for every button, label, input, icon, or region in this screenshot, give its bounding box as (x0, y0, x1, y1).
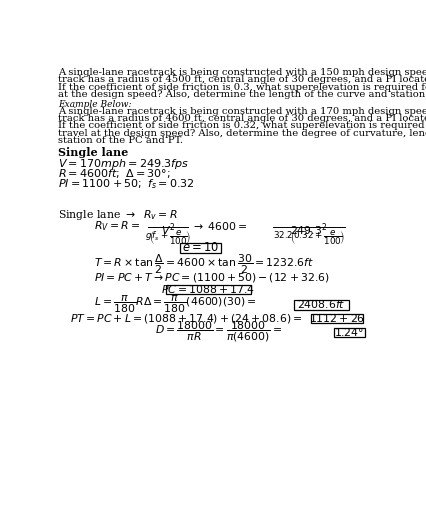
Text: travel at the design speed? Also, determine the degree of curvature, length of t: travel at the design speed? Also, determ… (58, 129, 426, 138)
Text: station of the PC and PT.: station of the PC and PT. (58, 136, 183, 145)
Text: $1.24°$: $1.24°$ (334, 326, 364, 338)
Text: track has a radius of 4600 ft, central angle of 30 degrees, and a PI located at : track has a radius of 4600 ft, central a… (58, 114, 426, 123)
Text: track has a radius of 4500 ft, central angle of 30 degrees, and a PI located at : track has a radius of 4500 ft, central a… (58, 75, 426, 85)
Text: A single-lane racetrack is being constructed with a 170 mph design speed. A curv: A single-lane racetrack is being constru… (58, 107, 426, 116)
Text: $e = 10$: $e = 10$ (182, 241, 219, 254)
Text: $R = 4600ft;\ \Delta= 30°;$: $R = 4600ft;\ \Delta= 30°;$ (58, 167, 171, 180)
Text: $PI = 1100 + 50;\ f_s = 0.32$: $PI = 1100 + 50;\ f_s = 0.32$ (58, 177, 195, 191)
Text: A single-lane racetrack is being constructed with a 150 mph design speed. A curv: A single-lane racetrack is being constru… (58, 68, 426, 77)
Text: If the coefficient of side friction is 0.32, what superelevation is required for: If the coefficient of side friction is 0… (58, 121, 426, 130)
Text: $D = \dfrac{18000}{\pi R} = \dfrac{18000}{\pi(4600)} =$: $D = \dfrac{18000}{\pi R} = \dfrac{18000… (155, 320, 282, 344)
Text: $PT = PC + L = (1088 + 17.4) + (24 + 08.6) =$: $PT = PC + L = (1088 + 17.4) + (24 + 08.… (70, 312, 303, 324)
Text: If the coefficient of side friction is 0.3, what superelevation is required for : If the coefficient of side friction is 0… (58, 83, 426, 92)
Text: $V^2$: $V^2$ (161, 221, 175, 237)
Text: $32.2\!\left(\!0.32+\dfrac{e}{100}\!\right)$: $32.2\!\left(\!0.32+\dfrac{e}{100}\!\rig… (273, 228, 345, 247)
Text: $\rightarrow\ 4600 =$: $\rightarrow\ 4600 =$ (191, 220, 248, 232)
Text: $PC = 1088 + 17.4$: $PC = 1088 + 17.4$ (161, 283, 255, 295)
Text: Example Below:: Example Below: (58, 100, 131, 109)
Text: $g\!\left(\!f_s+\dfrac{e}{100}\!\right)$: $g\!\left(\!f_s+\dfrac{e}{100}\!\right)$ (145, 228, 191, 247)
Text: $T = R \times \tan\dfrac{\Delta}{2} = 4600 \times \tan\dfrac{30}{2} = 1232.6ft$: $T = R \times \tan\dfrac{\Delta}{2} = 46… (94, 253, 314, 276)
Bar (294, 300, 348, 310)
Text: Single lane: Single lane (58, 147, 128, 158)
Bar (334, 328, 365, 337)
Text: $249.3^2$: $249.3^2$ (291, 221, 328, 237)
Bar (180, 243, 221, 253)
Text: $R_V = R =$: $R_V = R =$ (94, 220, 140, 233)
Text: at the design speed? Also, determine the length of the curve and station of the : at the design speed? Also, determine the… (58, 90, 426, 99)
Text: $V = 170mph = 249.3fps$: $V = 170mph = 249.3fps$ (58, 157, 190, 171)
Text: $L = \dfrac{\pi}{180}R\Delta= \dfrac{\pi}{180}(4600)(30) =$: $L = \dfrac{\pi}{180}R\Delta= \dfrac{\pi… (94, 293, 256, 315)
Text: Single lane $\rightarrow$  $R_v = R$: Single lane $\rightarrow$ $R_v = R$ (58, 208, 178, 222)
Text: $PI = PC + T \rightarrow PC = (1100 + 50) - (12 + 32.6)$: $PI = PC + T \rightarrow PC = (1100 + 50… (94, 271, 329, 285)
Text: $2408.6ft$: $2408.6ft$ (297, 298, 345, 310)
Bar (311, 314, 363, 323)
Text: $1112 + 26$: $1112 + 26$ (309, 312, 365, 324)
Bar (166, 285, 251, 294)
